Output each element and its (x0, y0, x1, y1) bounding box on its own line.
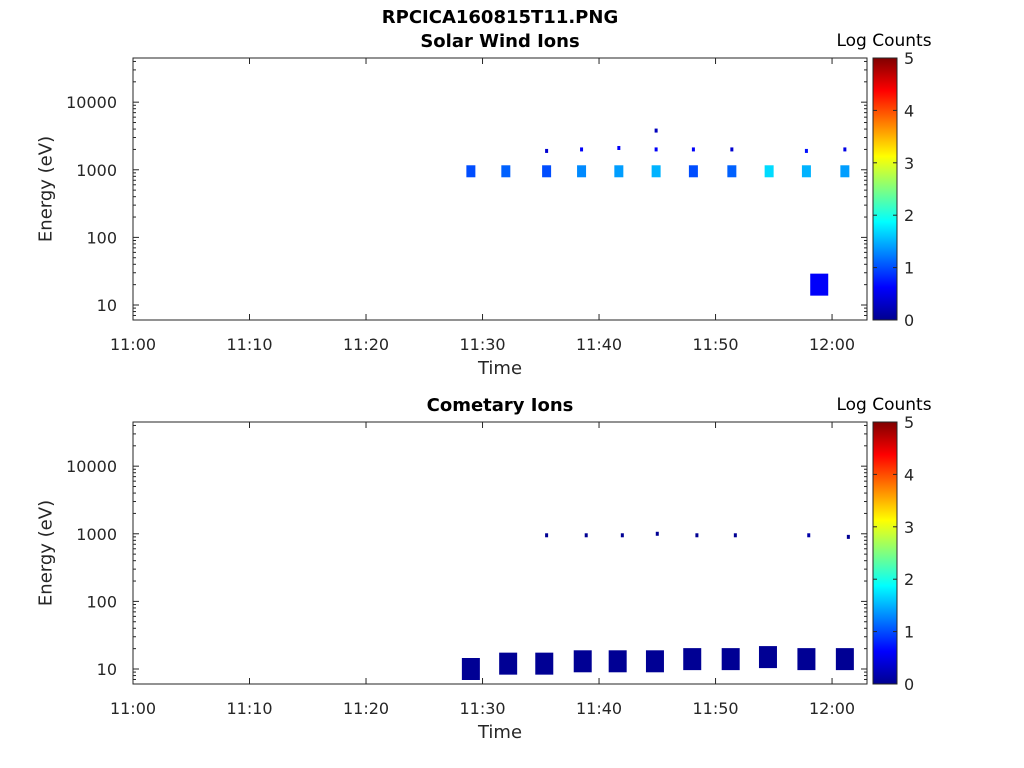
x-tick-label: 12:00 (809, 699, 855, 718)
data-cell (577, 165, 587, 178)
colorbar (872, 421, 898, 685)
data-cell (727, 165, 737, 178)
y-tick-label: 1000 (76, 525, 117, 544)
colorbar-tick-label: 2 (904, 570, 914, 589)
data-cell (835, 648, 854, 671)
solar-wind-panel: 11:00 11:10 11:20 11:30 11:40 11:50 12:0010100… (66, 49, 914, 354)
x-tick-label: 11:00 (110, 335, 156, 354)
data-cell (608, 650, 627, 673)
x-tick-label: 11:50 (692, 335, 738, 354)
data-cell (721, 648, 740, 671)
y-tick-label: 1000 (76, 161, 117, 180)
data-cell (461, 658, 480, 681)
colorbar-tick-label: 0 (904, 311, 914, 330)
colorbar-tick-label: 1 (904, 623, 914, 642)
colorbar-tick-label: 3 (904, 154, 914, 173)
y-tick-label: 100 (86, 228, 117, 247)
data-cell (584, 533, 588, 538)
colorbar-tick-label: 5 (904, 413, 914, 432)
data-cell (695, 533, 699, 538)
colorbar-tick-label: 4 (904, 101, 914, 120)
data-cell (810, 273, 829, 296)
panel-title-cometary: Cometary Ions (426, 395, 574, 416)
data-cell (804, 148, 808, 153)
data-cell (466, 165, 476, 178)
data-cell (654, 128, 658, 133)
data-cell (840, 165, 850, 178)
x-axis-label-top: Time (477, 358, 523, 379)
y-tick-label: 10000 (66, 457, 117, 476)
data-cell (651, 165, 661, 178)
data-cell (691, 147, 695, 152)
x-tick-label: 11:00 (110, 699, 156, 718)
panel-title-solar-wind: Solar Wind Ions (420, 31, 580, 52)
data-cell (683, 648, 702, 671)
x-tick-label: 11:50 (692, 699, 738, 718)
data-cell (620, 533, 624, 538)
data-cell (542, 165, 552, 178)
colorbar-label-bottom: Log Counts (836, 395, 932, 415)
x-tick-label: 11:20 (343, 699, 389, 718)
colorbar-tick-label: 5 (904, 49, 914, 68)
data-cell (573, 650, 592, 673)
plot-area (132, 57, 868, 321)
y-tick-label: 100 (86, 592, 117, 611)
data-cell (580, 147, 584, 152)
y-tick-label: 10000 (66, 93, 117, 112)
data-cell (499, 652, 518, 675)
data-cell (807, 533, 811, 538)
data-cell (617, 145, 621, 150)
x-tick-label: 11:40 (576, 335, 622, 354)
data-cell (797, 648, 816, 671)
data-cell (688, 165, 698, 178)
y-tick-label: 10 (97, 296, 117, 315)
data-cell (764, 165, 774, 178)
y-tick-label: 10 (97, 660, 117, 679)
colorbar-tick-label: 0 (904, 675, 914, 694)
plot-area (132, 421, 868, 685)
data-cell (655, 531, 659, 536)
data-cell (758, 646, 777, 669)
data-cell (730, 147, 734, 152)
colorbar-tick-label: 2 (904, 206, 914, 225)
x-tick-label: 11:10 (226, 335, 272, 354)
data-cell (545, 533, 549, 538)
data-cell (535, 652, 554, 675)
colorbar-tick-label: 1 (904, 259, 914, 278)
x-axis-label-bottom: Time (477, 722, 523, 743)
data-cell (645, 650, 664, 673)
data-cell (843, 147, 847, 152)
x-tick-label: 11:20 (343, 335, 389, 354)
data-cell (801, 165, 811, 178)
data-cell (846, 534, 850, 539)
data-cell (545, 148, 549, 153)
figure-title: RPCICA160815T11.PNG (381, 7, 619, 28)
x-tick-label: 11:40 (576, 699, 622, 718)
cometary-panel: 11:00 11:10 11:20 11:30 11:40 11:50 12:0010100… (66, 413, 914, 718)
x-tick-label: 11:30 (459, 335, 505, 354)
colorbar-tick-label: 3 (904, 518, 914, 537)
data-cell (733, 533, 737, 538)
x-tick-label: 11:10 (226, 699, 272, 718)
colorbar (872, 57, 898, 321)
colorbar-label-top: Log Counts (836, 31, 932, 51)
data-cell (654, 147, 658, 152)
x-tick-label: 11:30 (459, 699, 505, 718)
data-cell (614, 165, 624, 178)
x-tick-label: 12:00 (809, 335, 855, 354)
colorbar-tick-label: 4 (904, 465, 914, 484)
data-cell (501, 165, 511, 178)
